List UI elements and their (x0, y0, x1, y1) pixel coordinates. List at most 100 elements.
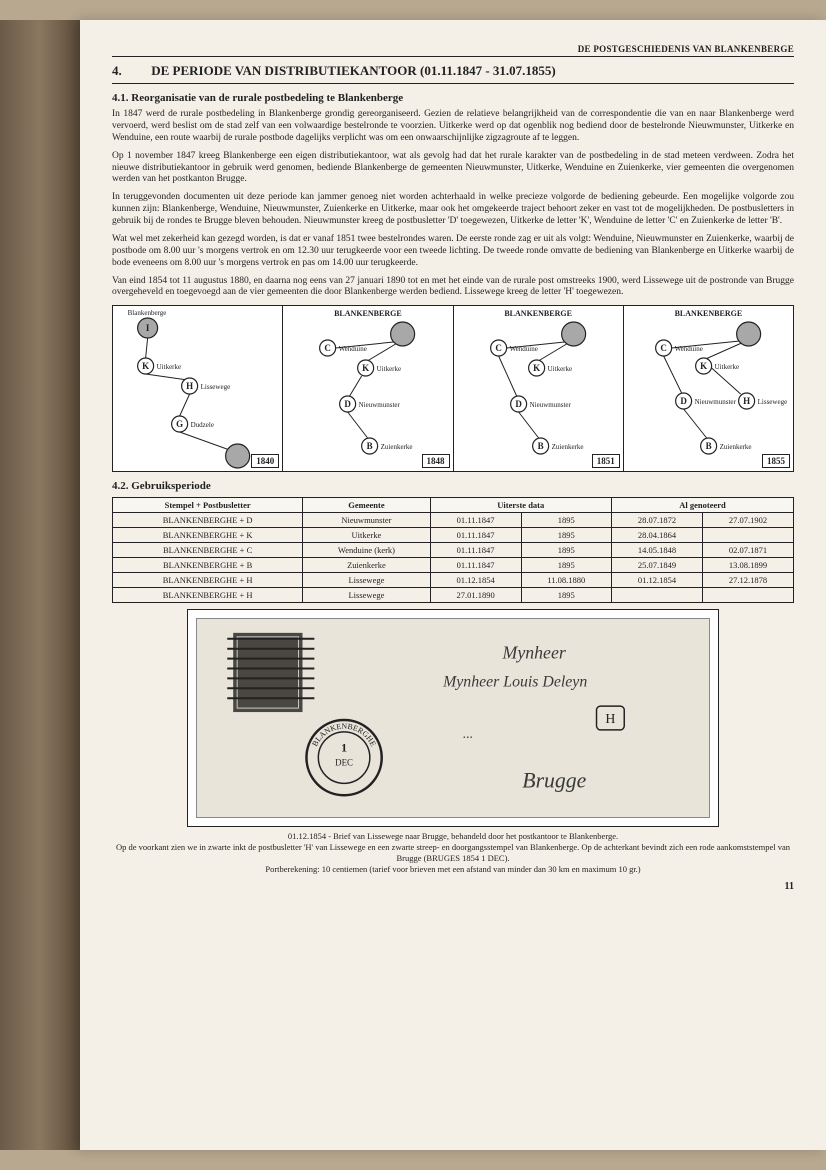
table-row: BLANKENBERGHE + DNieuwmunster01.11.18471… (113, 513, 794, 528)
paragraph: Wat wel met zekerheid kan gezegd worden,… (112, 234, 794, 270)
caption-line: Op de voorkant zien we in zwarte inkt de… (112, 842, 794, 864)
svg-text:Mynheer: Mynheer (501, 643, 565, 663)
svg-text:1: 1 (341, 741, 347, 755)
diagram-year: 1840 (251, 454, 279, 468)
section-title-text: Gebruiksperiode (131, 480, 210, 492)
svg-text:D: D (515, 399, 522, 409)
svg-text:H: H (743, 396, 750, 406)
caption-line: 01.12.1854 - Brief van Lissewege naar Br… (112, 831, 794, 842)
table-cell: BLANKENBERGHE + K (113, 528, 303, 543)
stamp-icon (233, 633, 302, 712)
svg-text:Uitkerke: Uitkerke (377, 365, 402, 373)
section-4-1-title: 4.1. Reorganisatie van de rurale postbed… (112, 92, 794, 104)
chapter-number: 4. (112, 63, 148, 79)
svg-text:Wenduine: Wenduine (509, 345, 537, 353)
table-cell: Wenduine (kerk) (303, 543, 430, 558)
table-cell: 28.07.1872 (611, 513, 702, 528)
svg-text:D: D (680, 396, 687, 406)
handwriting: Mynheer Mynheer Louis Deleyn ... Brugge (442, 643, 587, 793)
usage-period-table: Stempel + PostbusletterGemeenteUiterste … (112, 497, 794, 603)
svg-text:K: K (533, 363, 540, 373)
col-header: Uiterste data (430, 498, 611, 513)
table-cell: 11.08.1880 (521, 573, 611, 588)
table-cell: 27.07.1902 (702, 513, 793, 528)
diagram-title: BLANKENBERGE (675, 309, 743, 318)
table-cell: 14.05.1848 (611, 543, 702, 558)
svg-text:I: I (146, 323, 150, 333)
table-cell: Lissewege (303, 588, 430, 603)
paragraph: Op 1 november 1847 kreeg Blankenberge ee… (112, 151, 794, 187)
section-title-text: Reorganisatie van de rurale postbedeling… (131, 92, 403, 104)
svg-text:Uitkerke: Uitkerke (714, 363, 739, 371)
table-cell: 27.12.1878 (702, 573, 793, 588)
section-number: 4.1. (112, 92, 129, 104)
table-cell: Nieuwmunster (303, 513, 430, 528)
svg-text:K: K (700, 361, 707, 371)
svg-text:C: C (325, 343, 332, 353)
table-cell: 1895 (521, 588, 611, 603)
svg-text:C: C (495, 343, 502, 353)
svg-text:Brugge: Brugge (522, 769, 586, 793)
svg-text:H: H (186, 381, 193, 391)
table-cell: 1895 (521, 558, 611, 573)
table-cell: 13.08.1899 (702, 558, 793, 573)
route-diagram: CWenduineKUitkerkeDNieuwmunsterHLisseweg… (624, 306, 793, 471)
table-row: BLANKENBERGHE + KUitkerke01.11.184718952… (113, 528, 794, 543)
table-cell: Uitkerke (303, 528, 430, 543)
table-cell: 1895 (521, 528, 611, 543)
svg-text:DEC: DEC (335, 758, 353, 768)
table-cell: 28.04.1864 (611, 528, 702, 543)
svg-text:Blankenberge: Blankenberge (128, 309, 167, 317)
svg-text:C: C (660, 343, 667, 353)
table-cell: BLANKENBERGHE + H (113, 573, 303, 588)
table-cell: BLANKENBERGHE + H (113, 588, 303, 603)
table-cell: BLANKENBERGHE + C (113, 543, 303, 558)
svg-text:Dudzele: Dudzele (191, 421, 214, 429)
table-cell: 01.12.1854 (611, 573, 702, 588)
page: DE POSTGESCHIEDENIS VAN BLANKENBERGE 4. … (80, 20, 826, 1150)
table-cell: Zuienkerke (303, 558, 430, 573)
chapter-title-text: DE PERIODE VAN DISTRIBUTIEKANTOOR (01.11… (151, 63, 556, 78)
table-cell: 01.12.1854 (430, 573, 521, 588)
svg-text:Uitkerke: Uitkerke (547, 365, 572, 373)
table-row: BLANKENBERGHE + HLissewege01.12.185411.0… (113, 573, 794, 588)
caption-line: Portberekening: 10 centiemen (tarief voo… (112, 864, 794, 875)
svg-text:G: G (176, 419, 183, 429)
figure-caption: 01.12.1854 - Brief van Lissewege naar Br… (112, 831, 794, 875)
chapter-title: 4. DE PERIODE VAN DISTRIBUTIEKANTOOR (01… (112, 63, 794, 84)
diagram-year: 1848 (422, 454, 450, 468)
table-cell: BLANKENBERGHE + B (113, 558, 303, 573)
svg-text:Uitkerke: Uitkerke (157, 363, 182, 371)
svg-text:Wenduine: Wenduine (674, 345, 702, 353)
paragraph: In 1847 werd de rurale postbedeling in B… (112, 109, 794, 145)
table-cell (702, 588, 793, 603)
svg-text:K: K (142, 361, 149, 371)
table-cell: 25.07.1849 (611, 558, 702, 573)
svg-text:Lissewege: Lissewege (757, 398, 787, 406)
svg-text:B: B (705, 441, 711, 451)
svg-text:Lissewege: Lissewege (201, 383, 231, 391)
route-diagrams-row: IBlankenbergeBRUGGEKUitkerkeHLissewegeGD… (112, 305, 794, 472)
svg-text:Nieuwmunster: Nieuwmunster (529, 401, 571, 409)
table-cell: 01.11.1847 (430, 513, 521, 528)
table-cell: 1895 (521, 543, 611, 558)
col-header: Gemeente (303, 498, 430, 513)
table-cell: Lissewege (303, 573, 430, 588)
diagram-year: 1855 (762, 454, 790, 468)
table-cell: 1895 (521, 513, 611, 528)
route-diagram: CWenduineKUitkerkeDNieuwmunsterBZuienker… (454, 306, 624, 471)
svg-text:Zuienkerke: Zuienkerke (381, 443, 413, 451)
table-cell: 01.11.1847 (430, 558, 521, 573)
diagram-title: BLANKENBERGE (504, 309, 572, 318)
svg-text:Mynheer Louis Deleyn: Mynheer Louis Deleyn (442, 674, 587, 691)
table-row: BLANKENBERGHE + CWenduine (kerk)01.11.18… (113, 543, 794, 558)
svg-text:...: ... (463, 726, 473, 741)
route-diagram: IBlankenbergeBRUGGEKUitkerkeHLissewegeGD… (113, 306, 283, 471)
svg-text:Wenduine: Wenduine (339, 345, 367, 353)
table-cell: 27.01.1890 (430, 588, 521, 603)
book-spine (0, 20, 80, 1150)
book-spread: DE POSTGESCHIEDENIS VAN BLANKENBERGE 4. … (0, 20, 826, 1150)
table-cell: 01.11.1847 (430, 528, 521, 543)
table-row: BLANKENBERGHE + HLissewege27.01.18901895 (113, 588, 794, 603)
col-header: Al genoteerd (611, 498, 793, 513)
